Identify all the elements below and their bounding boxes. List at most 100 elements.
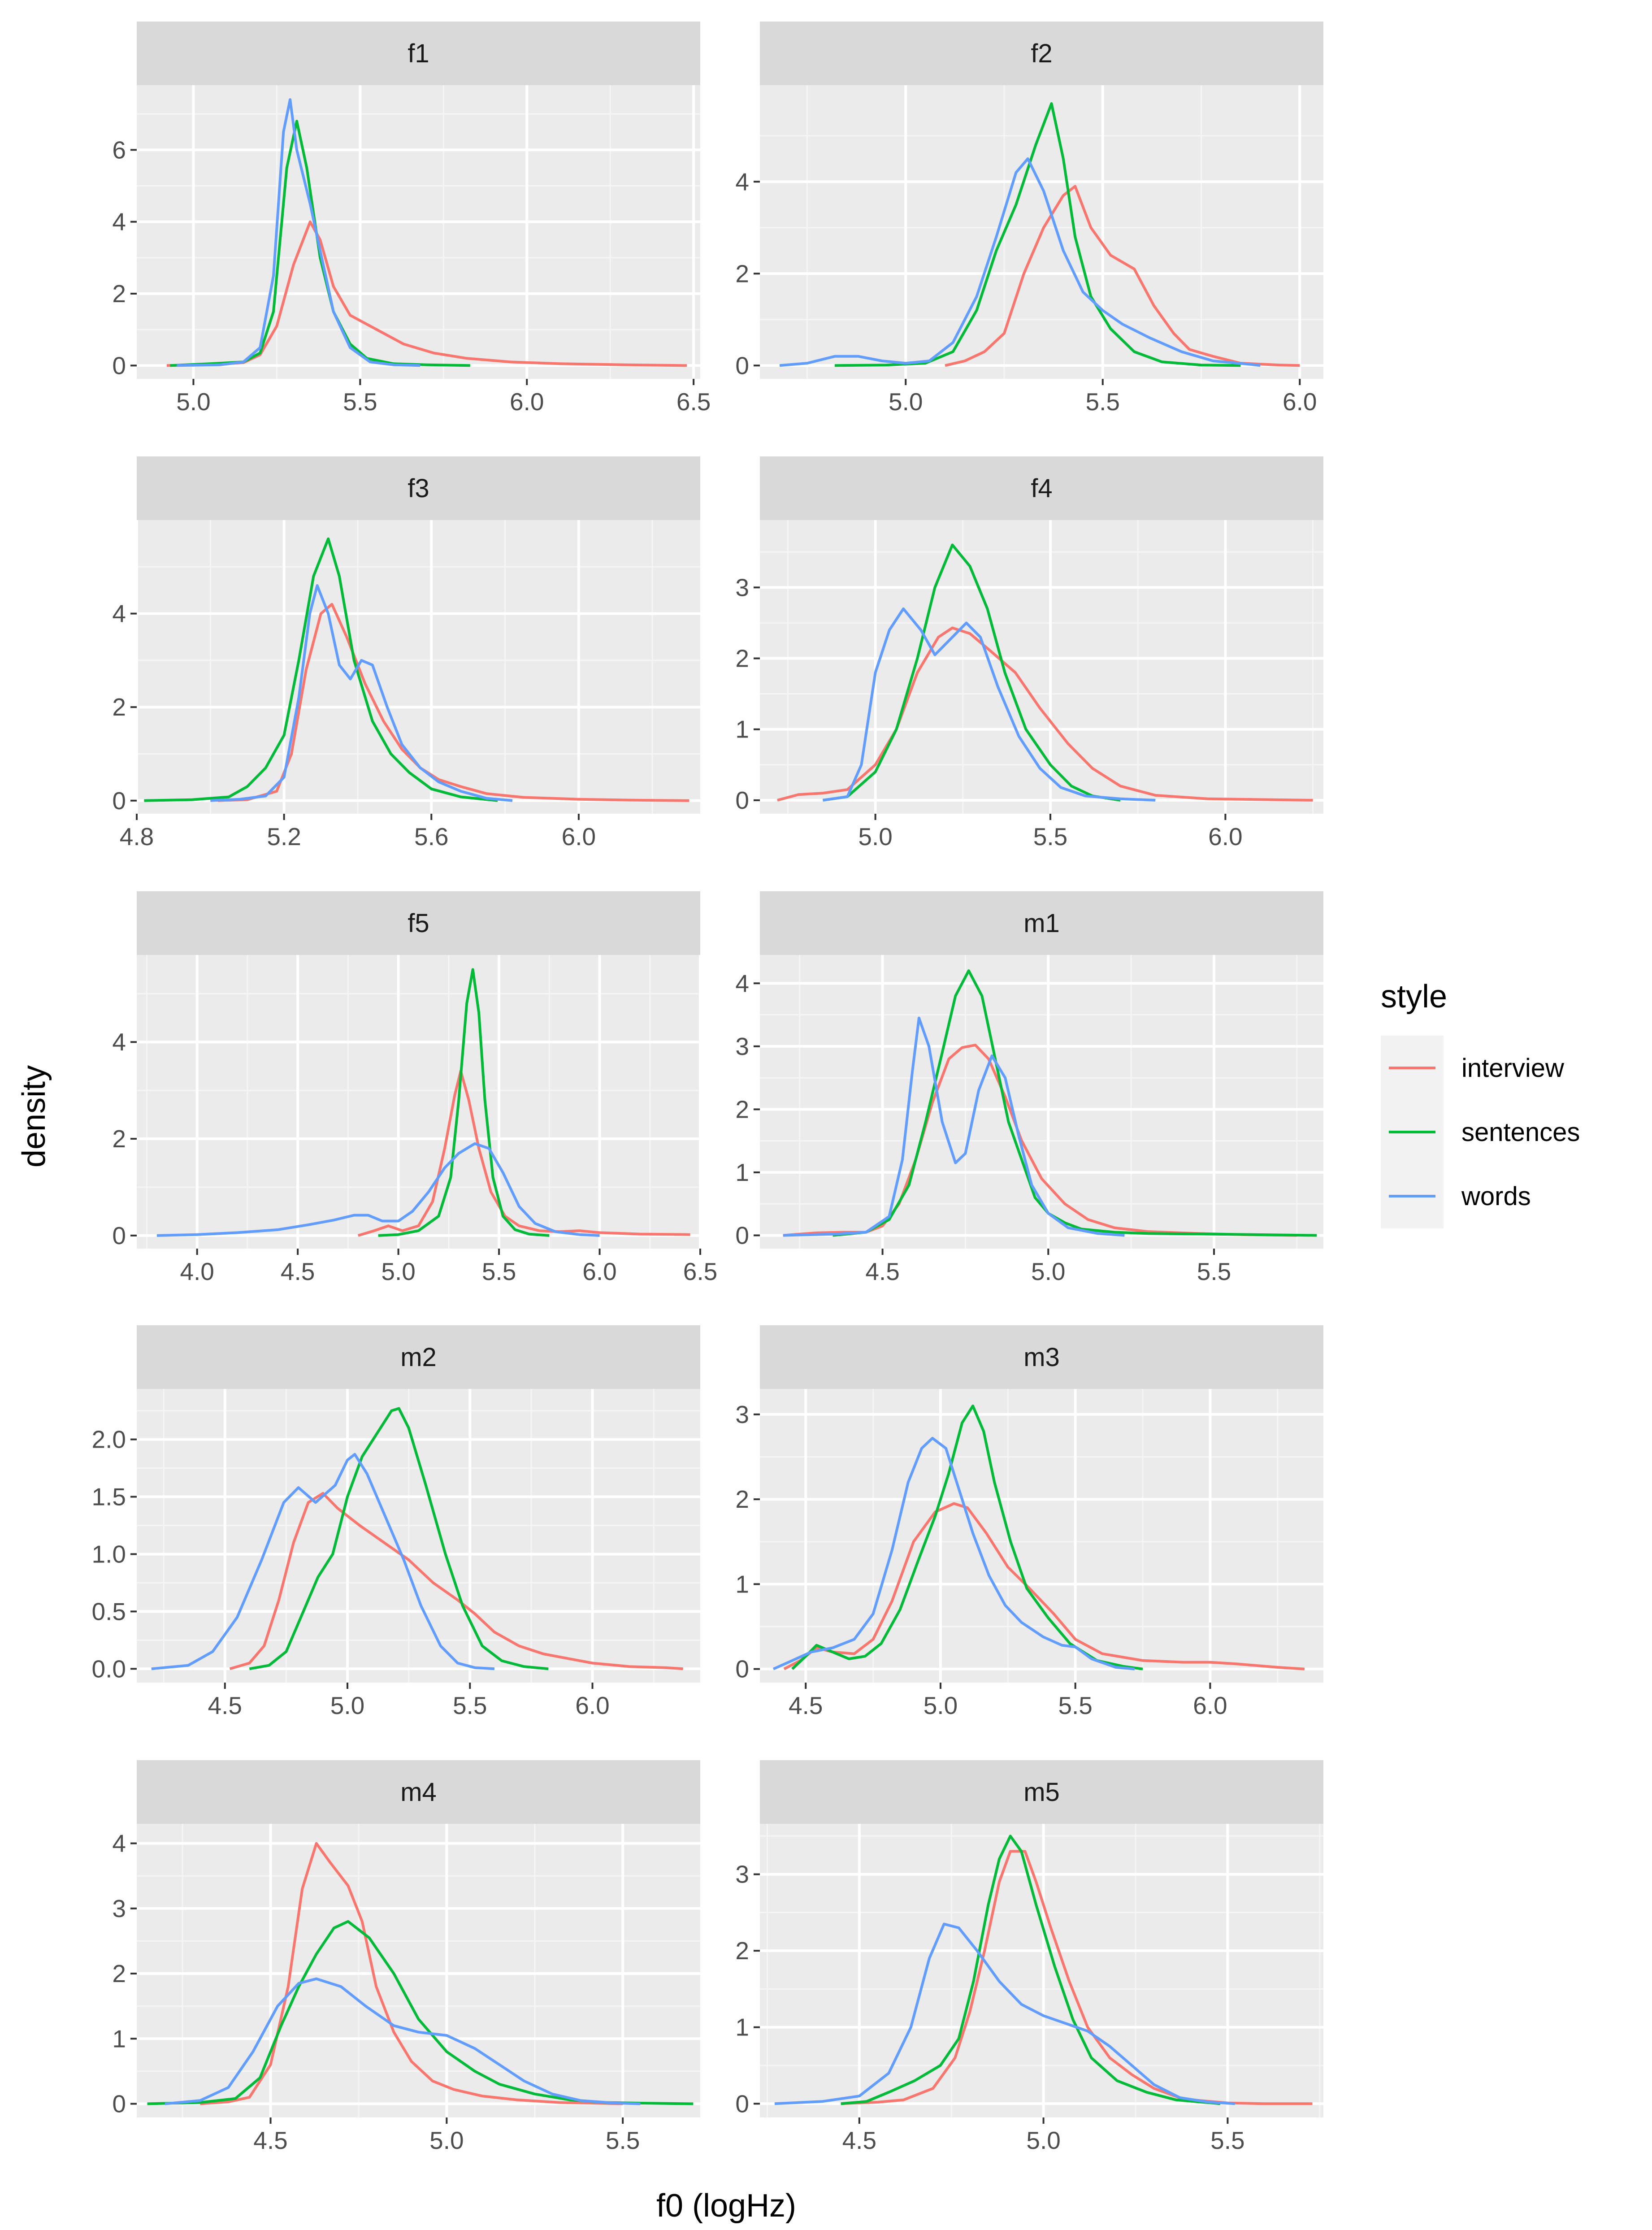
y-tick-label: 0 bbox=[735, 2090, 749, 2117]
y-tick-label: 4 bbox=[735, 168, 749, 195]
density-line-words bbox=[165, 1977, 641, 2105]
y-tick-label: 3 bbox=[735, 1033, 749, 1060]
y-tick-label: 0 bbox=[735, 1221, 749, 1249]
density-line-sentences bbox=[841, 1835, 1221, 2105]
x-tick-label: 6.5 bbox=[683, 1258, 717, 1285]
x-tick-label: 5.0 bbox=[858, 823, 892, 850]
x-tick-label: 5.0 bbox=[176, 388, 210, 416]
x-tick-label: 5.0 bbox=[889, 388, 923, 416]
facet-strip-label: f5 bbox=[408, 909, 429, 938]
facet-f2: f2 5.0 5.5 6.0 0 2 4 bbox=[735, 22, 1323, 416]
x-tick-label: 5.0 bbox=[1026, 2126, 1060, 2154]
x-tick-label: 6.0 bbox=[575, 1692, 609, 1719]
y-tick-label: 3 bbox=[735, 1401, 749, 1428]
density-line-sentences bbox=[170, 120, 470, 367]
x-tick-label: 6.5 bbox=[676, 388, 711, 416]
y-tick-label: 2 bbox=[112, 280, 126, 308]
density-line-interview bbox=[217, 603, 689, 802]
y-tick-label: 2 bbox=[735, 1937, 749, 1965]
facet-strip-label: m2 bbox=[400, 1343, 437, 1372]
facet-f4: f4 5.0 5.5 6.0 0 1 2 3 bbox=[735, 456, 1323, 850]
facet-strip-label: f2 bbox=[1031, 39, 1052, 68]
x-tick-label: 5.5 bbox=[1058, 1692, 1092, 1719]
x-tick-label: 4.5 bbox=[253, 2126, 287, 2154]
density-line-words bbox=[772, 1436, 1135, 1670]
x-tick-label: 5.5 bbox=[343, 388, 377, 416]
y-tick-label: 1 bbox=[735, 1158, 749, 1186]
x-tick-label: 5.0 bbox=[381, 1258, 415, 1285]
facet-f3: f3 4.8 5.2 5.6 6.0 0 2 4 bbox=[112, 456, 700, 850]
facet-panels: f1 5.0 5.5 6.0 6.5 0 2 4 6 f2 5.0 5.5 6.0 0 2 4 f3 4.8 5.2… bbox=[92, 22, 1323, 2154]
density-line-words bbox=[156, 1142, 600, 1237]
x-axis-title: f0 (logHz) bbox=[656, 2188, 796, 2224]
y-axis-title: density bbox=[16, 1065, 52, 1167]
strip-background bbox=[137, 456, 700, 520]
x-tick-label: 5.5 bbox=[453, 1692, 487, 1719]
strip-background bbox=[760, 22, 1323, 85]
x-tick-label: 5.0 bbox=[330, 1692, 364, 1719]
panel-background bbox=[137, 955, 700, 1249]
y-tick-label: 3 bbox=[735, 1861, 749, 1888]
x-tick-label: 4.5 bbox=[281, 1258, 315, 1285]
density-line-words bbox=[210, 584, 513, 802]
panel-background bbox=[760, 1389, 1323, 1683]
density-line-sentences bbox=[144, 537, 498, 802]
strip-background bbox=[137, 891, 700, 955]
panel-background bbox=[760, 1824, 1323, 2117]
density-line-sentences bbox=[834, 102, 1241, 367]
strip-background bbox=[760, 456, 1323, 520]
density-line-sentences bbox=[147, 1920, 694, 2105]
legend-label-sentences: sentences bbox=[1461, 1118, 1580, 1147]
x-tick-label: 6.0 bbox=[562, 823, 596, 850]
facet-f1: f1 5.0 5.5 6.0 6.5 0 2 4 6 bbox=[112, 22, 711, 416]
density-line-sentences bbox=[791, 1404, 1143, 1670]
legend-items: interview sentences words bbox=[1389, 1054, 1580, 1211]
y-tick-label: 2 bbox=[735, 1485, 749, 1513]
y-tick-label: 2 bbox=[112, 693, 126, 721]
strip-background bbox=[760, 891, 1323, 955]
density-line-sentences bbox=[833, 969, 1317, 1237]
strip-background bbox=[760, 1760, 1323, 1824]
y-tick-label: 3 bbox=[735, 573, 749, 601]
y-tick-label: 1 bbox=[735, 716, 749, 743]
x-tick-label: 5.5 bbox=[1210, 2126, 1244, 2154]
density-line-words bbox=[783, 1016, 1125, 1237]
density-line-words bbox=[177, 98, 421, 367]
strip-background bbox=[137, 1760, 700, 1824]
y-tick-label: 0 bbox=[112, 2090, 126, 2118]
y-tick-label: 4 bbox=[112, 600, 126, 628]
strip-background bbox=[137, 22, 700, 85]
panel-background bbox=[137, 1824, 700, 2117]
x-tick-label: 5.5 bbox=[606, 2126, 640, 2154]
facet-strip-label: m1 bbox=[1023, 909, 1060, 938]
density-line-words bbox=[151, 1453, 495, 1670]
density-line-words bbox=[774, 1922, 1235, 2105]
x-tick-label: 4.5 bbox=[842, 2126, 876, 2154]
facet-strip-label: f3 bbox=[408, 474, 429, 503]
y-tick-label: 4 bbox=[112, 1830, 126, 1857]
y-tick-label: 1 bbox=[735, 1570, 749, 1598]
x-tick-label: 4.5 bbox=[789, 1692, 823, 1719]
x-tick-label: 6.0 bbox=[582, 1258, 616, 1285]
x-tick-label: 4.8 bbox=[120, 823, 154, 850]
y-tick-label: 2 bbox=[735, 645, 749, 672]
y-tick-label: 2 bbox=[112, 1125, 126, 1153]
y-tick-label: 0 bbox=[112, 351, 126, 379]
x-tick-label: 4.0 bbox=[180, 1258, 214, 1285]
y-tick-label: 4 bbox=[112, 208, 126, 236]
density-line-interview bbox=[229, 1492, 683, 1670]
x-tick-label: 5.0 bbox=[1031, 1258, 1065, 1285]
legend-label-words: words bbox=[1461, 1182, 1531, 1211]
x-tick-label: 5.2 bbox=[267, 823, 301, 850]
facet-f5: f5 4.0 4.5 5.0 5.5 6.0 6.5 0 2 4 bbox=[112, 891, 717, 1285]
panel-background bbox=[137, 85, 700, 379]
facet-m4: m4 4.5 5.0 5.5 0 1 2 3 4 bbox=[112, 1760, 700, 2154]
strip-background bbox=[137, 1325, 700, 1389]
density-line-sentences bbox=[249, 1407, 549, 1670]
density-line-interview bbox=[200, 1842, 623, 2105]
facet-strip-label: m4 bbox=[400, 1778, 437, 1807]
x-tick-label: 6.0 bbox=[510, 388, 544, 416]
x-tick-label: 5.5 bbox=[1086, 388, 1120, 416]
y-tick-label: 0 bbox=[735, 786, 749, 814]
